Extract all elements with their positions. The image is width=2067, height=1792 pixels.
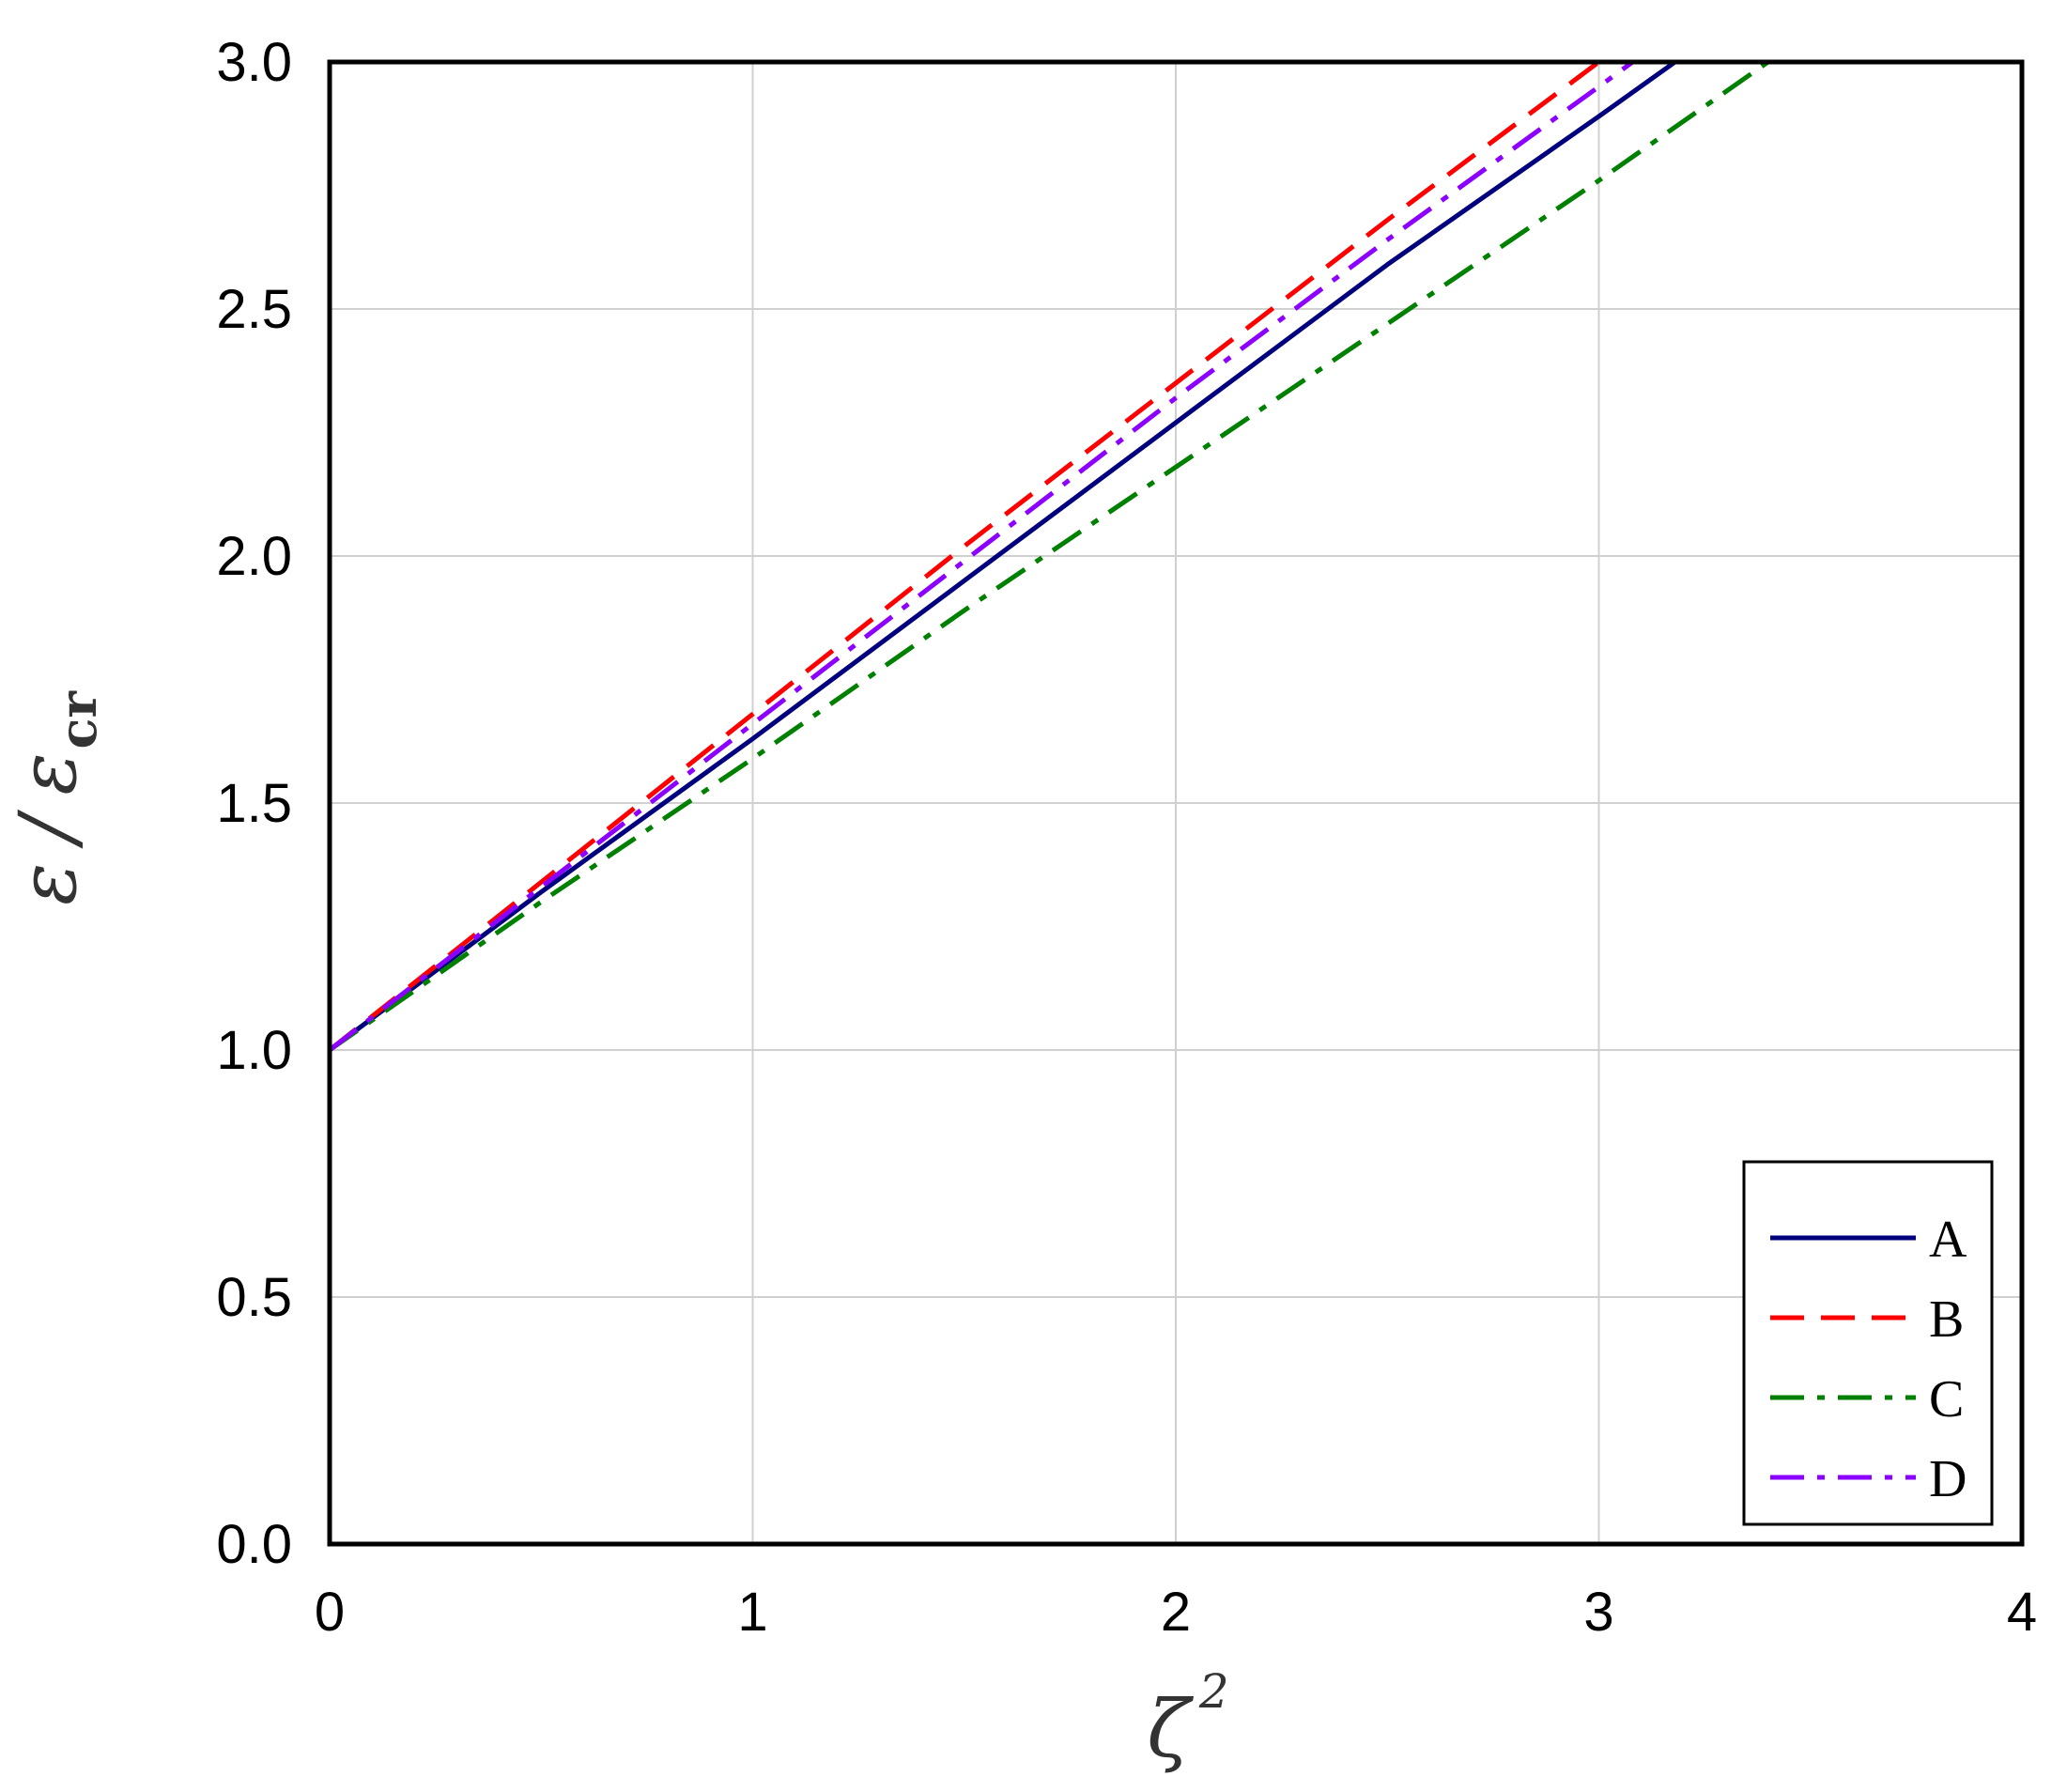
y-tick-label: 2.0 bbox=[216, 526, 292, 587]
x-axis-label: ζ 2 bbox=[1147, 1664, 1228, 1775]
y-axis-label-denominator: ε bbox=[2, 752, 94, 795]
series-lines bbox=[328, 59, 1770, 1053]
x-axis-label-base: ζ bbox=[1147, 1683, 1194, 1775]
y-axis-label-slash: / bbox=[2, 809, 94, 849]
y-tick-label: 1.0 bbox=[216, 1020, 292, 1081]
y-axis-label-subscript: cr bbox=[48, 691, 108, 749]
x-axis-label-superscript: 2 bbox=[1198, 1664, 1229, 1719]
x-tick-label: 2 bbox=[1161, 1582, 1191, 1643]
series-line-a bbox=[328, 59, 1677, 1053]
series-line-c bbox=[328, 59, 1770, 1053]
y-tick-label: 1.5 bbox=[216, 773, 292, 834]
y-tick-label: 3.0 bbox=[216, 32, 292, 93]
x-tick-label: 0 bbox=[315, 1582, 345, 1643]
y-tick-label: 0.5 bbox=[216, 1267, 292, 1328]
x-tick-label: 1 bbox=[737, 1582, 767, 1643]
legend-label-c: C bbox=[1929, 1370, 1964, 1429]
y-tick-label: 2.5 bbox=[216, 279, 292, 340]
x-tick-label: 4 bbox=[2007, 1582, 2037, 1643]
x-tick-label: 3 bbox=[1583, 1582, 1613, 1643]
legend-label-d: D bbox=[1929, 1450, 1967, 1508]
svg-text:ε / ε cr: ε / ε cr bbox=[2, 691, 108, 905]
legend-label-a: A bbox=[1929, 1211, 1967, 1269]
y-tick-label: 0.0 bbox=[216, 1514, 292, 1575]
plot-frame bbox=[327, 59, 2025, 1547]
legend-label-b: B bbox=[1929, 1290, 1964, 1349]
y-axis-label: ε / ε cr bbox=[2, 691, 108, 905]
legend-box bbox=[1742, 1160, 1994, 1526]
y-axis-label-numerator: ε bbox=[2, 863, 94, 905]
y-tick-labels: 0.0 0.5 1.0 1.5 2.0 2.5 3.0 bbox=[216, 32, 292, 1575]
x-tick-labels: 0 1 2 3 4 bbox=[315, 1582, 2037, 1643]
series-line-b bbox=[328, 59, 1600, 1052]
